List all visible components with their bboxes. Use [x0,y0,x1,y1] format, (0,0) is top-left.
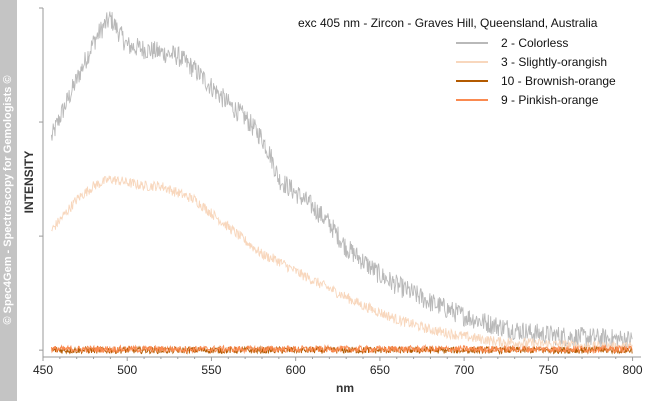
series-line-3 [50,344,633,355]
watermark-band: © Spec4Gem - Spectroscopy for Gemologist… [0,0,17,401]
x-tick-label: 750 [538,363,558,377]
legend-label: 10 - Brownish-orange [501,74,616,88]
series-line-1 [51,175,633,353]
x-axis-title: nm [336,381,354,395]
x-tick-label: 500 [117,363,137,377]
legend: exc 405 nm - Zircon - Graves Hill, Queen… [298,16,616,107]
legend-label: 2 - Colorless [501,36,568,50]
x-tick-label: 550 [201,363,221,377]
x-tick-label: 650 [370,363,390,377]
y-axis-title: INTENSITY [22,151,36,214]
legend-label: 9 - Pinkish-orange [501,93,599,107]
x-tick-label: 450 [33,363,53,377]
x-tick-label: 700 [454,363,474,377]
plot-area [50,11,633,356]
x-tick-label: 800 [623,363,643,377]
axes: 450 500 550 600 650 700 750 800 [33,7,643,377]
chart-title: exc 405 nm - Zircon - Graves Hill, Queen… [298,16,598,30]
series-line-0 [50,11,633,351]
x-tick-label: 600 [286,363,306,377]
legend-label: 3 - Slightly-orangish [501,55,607,69]
